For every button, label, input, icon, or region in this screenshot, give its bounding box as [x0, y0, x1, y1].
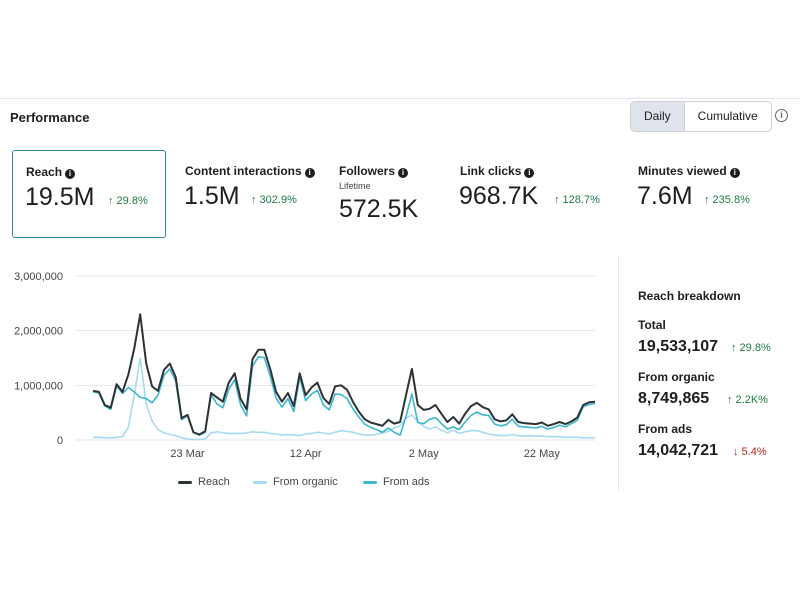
legend-label: From ads: [383, 476, 430, 488]
cumulative-button[interactable]: Cumulative: [697, 109, 758, 123]
metric-label: Followers i: [339, 164, 409, 178]
metric-card-content-interactions[interactable]: Content interactions i 1.5M ↑ 302.9%: [172, 150, 322, 236]
page-title: Performance: [10, 110, 90, 125]
y-tick-label: 2,000,000: [14, 326, 63, 338]
breakdown-total-label: Total: [638, 318, 666, 332]
metric-card-followers[interactable]: Followers i Lifetime 572.5K: [327, 150, 442, 236]
y-tick-label: 3,000,000: [14, 271, 63, 283]
legend-swatch: [178, 480, 192, 484]
x-tick-label: 22 May: [524, 448, 561, 460]
metric-value: 968.7K: [459, 182, 539, 210]
info-icon[interactable]: i: [398, 168, 409, 178]
metric-card-reach[interactable]: Reach i 19.5M ↑ 29.8%: [12, 150, 166, 238]
y-tick-label: 1,000,000: [14, 380, 63, 392]
series-line-organic: [93, 357, 595, 441]
legend-item-ads[interactable]: From ads: [363, 476, 429, 488]
legend-item-reach[interactable]: Reach: [178, 476, 230, 488]
metric-label: Minutes viewed i: [638, 164, 740, 178]
legend-item-organic[interactable]: From organic: [253, 476, 338, 488]
info-icon[interactable]: i: [524, 168, 535, 178]
x-tick-label: 12 Apr: [290, 448, 322, 460]
breakdown-total-value: 19,533,107: [638, 338, 719, 355]
legend-label: From organic: [273, 476, 338, 488]
metric-card-link-clicks[interactable]: Link clicks i 968.7K ↑ 128.7%: [448, 150, 618, 236]
x-tick-label: 23 Mar: [170, 448, 205, 460]
reach-line-chart: 0 1,000,000 2,000,000 3,000,000 23 Mar 12 Apr…: [14, 271, 596, 460]
breakdown-total-change: ↑ 29.8%: [731, 342, 771, 354]
info-icon[interactable]: i: [729, 168, 740, 178]
series-line-ads: [92, 356, 596, 436]
legend-swatch: [253, 480, 267, 484]
legend-swatch: [363, 480, 377, 484]
breakdown-ads-change: ↓ 5.4%: [733, 446, 767, 458]
breakdown-organic-value: 8,749,865: [638, 390, 710, 407]
metric-change: ↑ 302.9%: [251, 194, 297, 206]
series-line-reach: [92, 313, 596, 436]
metric-sublabel: Lifetime: [339, 181, 371, 191]
breakdown-ads-value: 14,042,721: [638, 442, 719, 459]
metric-change: ↑ 235.8%: [704, 194, 750, 206]
info-icon[interactable]: i: [775, 109, 788, 122]
metric-label: Content interactions i: [185, 164, 315, 178]
metric-value: 7.6M: [637, 182, 693, 210]
info-icon[interactable]: i: [65, 169, 76, 179]
breakdown-organic-label: From organic: [638, 370, 715, 384]
breakdown-title: Reach breakdown: [638, 289, 741, 303]
divider: [618, 256, 619, 490]
metric-value: 19.5M: [25, 183, 95, 211]
view-toggle[interactable]: Daily Cumulative: [630, 101, 772, 132]
metric-change: ↑ 29.8%: [108, 195, 148, 207]
daily-button[interactable]: Daily: [631, 102, 685, 131]
metric-label: Link clicks i: [460, 164, 535, 178]
metric-value: 1.5M: [184, 182, 240, 210]
metric-change: ↑ 128.7%: [554, 194, 600, 206]
y-tick-label: 0: [57, 435, 63, 447]
breakdown-ads-label: From ads: [638, 422, 693, 436]
legend-label: Reach: [198, 476, 230, 488]
breakdown-organic-change: ↑ 2.2K%: [727, 394, 768, 406]
x-tick-label: 2 May: [409, 448, 439, 460]
info-icon[interactable]: i: [304, 168, 315, 178]
metric-label: Reach i: [26, 165, 76, 179]
metric-value: 572.5K: [339, 195, 419, 223]
metric-card-minutes-viewed[interactable]: Minutes viewed i 7.6M ↑ 235.8%: [626, 150, 786, 236]
